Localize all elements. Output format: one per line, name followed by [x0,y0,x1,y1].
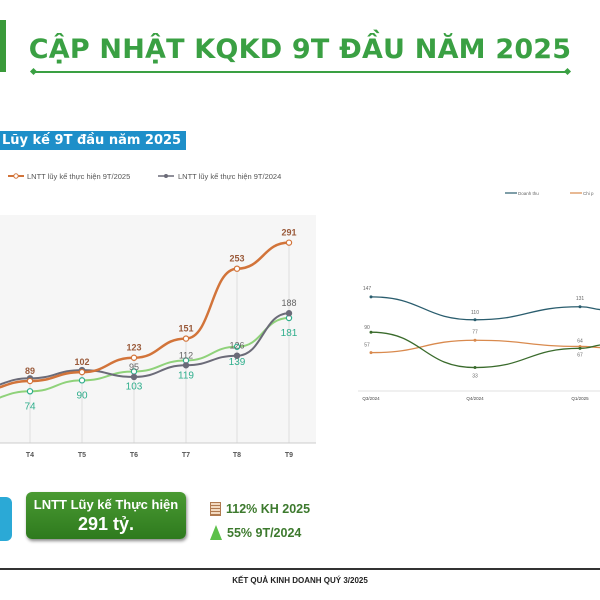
data-label: 90 [364,325,370,331]
kpi-card: LNTT Lũy kế Thực hiện 291 tỷ. [26,492,186,539]
data-label: 89 [25,366,35,376]
footer-divider [0,568,600,570]
x-tick-label: Q3/2024 [362,396,380,401]
x-tick-label: T4 [26,452,34,459]
data-point [369,351,373,355]
legend-label: LNTT lũy kế thực hiện 9T/2025 [27,172,130,181]
data-point [26,377,34,385]
accent-bar [0,20,6,72]
data-point [285,239,293,246]
data-point [182,335,190,342]
data-label: 151 [178,324,193,334]
data-label: 110 [471,310,479,316]
data-point [233,352,241,359]
series-line [370,339,600,354]
stat-text: 112% KH 2025 [226,502,311,516]
data-point [130,354,138,361]
document-icon [210,502,221,516]
data-label: 253 [229,254,244,264]
data-point [578,305,582,309]
data-point [473,318,477,322]
data-label: 74 [24,401,36,412]
title-divider [33,71,569,73]
data-label: 291 [281,228,296,238]
data-point [233,265,241,272]
data-point [78,368,86,376]
legend-label: Doanh thu [518,191,539,196]
data-label: 147 [363,286,372,292]
triangle-up-icon [210,525,222,540]
data-point [578,346,582,350]
data-label: 139 [229,357,246,368]
data-label: 112 [179,350,193,360]
legend-marker [164,174,168,178]
legend-label: Chi p [583,191,594,196]
x-tick-label: T6 [130,452,138,459]
data-label: 123 [126,343,141,353]
stat-plan: 112% KH 2025 [210,502,310,516]
plot-area [0,215,316,443]
footer-text: KẾT QUẢ KINH DOANH QUÝ 3/2025 [232,576,368,585]
data-label: 77 [472,329,478,335]
blue-kpi-box [0,497,12,541]
data-point [369,330,373,334]
data-label: 95 [129,362,139,372]
data-label: 90 [76,390,88,401]
data-label: 188 [281,298,296,308]
data-label: 33 [472,374,478,380]
legend-label: LNTT lũy kế thực hiện 9T/2024 [178,172,281,181]
data-point [369,295,373,299]
data-label: 119 [178,370,194,381]
legend-marker [13,173,19,179]
data-point [233,343,241,350]
series-line [370,331,600,369]
data-point [182,362,190,369]
data-label: 57 [364,343,370,349]
section-label: Lũy kế 9T đầu năm 2025 [0,131,187,150]
x-tick-label: T5 [78,452,86,459]
x-tick-label: Q4/2024 [466,396,484,401]
x-tick-label: T9 [285,452,293,459]
page-title: CẬP NHẬT KQKD 9T ĐẦU NĂM 2025 [28,34,572,65]
data-point [473,366,477,370]
stat-text: 55% 9T/2024 [227,525,302,540]
series-line [370,296,600,321]
data-label: 181 [281,328,298,339]
data-point [285,310,293,317]
data-label: 131 [576,296,585,302]
data-point [473,338,477,342]
data-point [78,377,86,384]
data-label: 67 [577,352,583,358]
x-tick-label: T8 [233,452,241,459]
data-label: 126 [229,341,244,351]
data-label: 64 [577,338,583,344]
x-tick-label: Q1/2025 [571,396,589,401]
kpi-value: 291 tỷ. [77,514,135,534]
x-tick-label: T7 [182,452,190,459]
data-label: 102 [74,357,89,367]
stat-growth: 55% 9T/2024 [210,525,301,540]
data-label: 103 [126,381,143,392]
kpi-label: LNTT Lũy kế Thực hiện [33,497,179,512]
data-point [26,388,34,395]
data-point [130,373,138,381]
